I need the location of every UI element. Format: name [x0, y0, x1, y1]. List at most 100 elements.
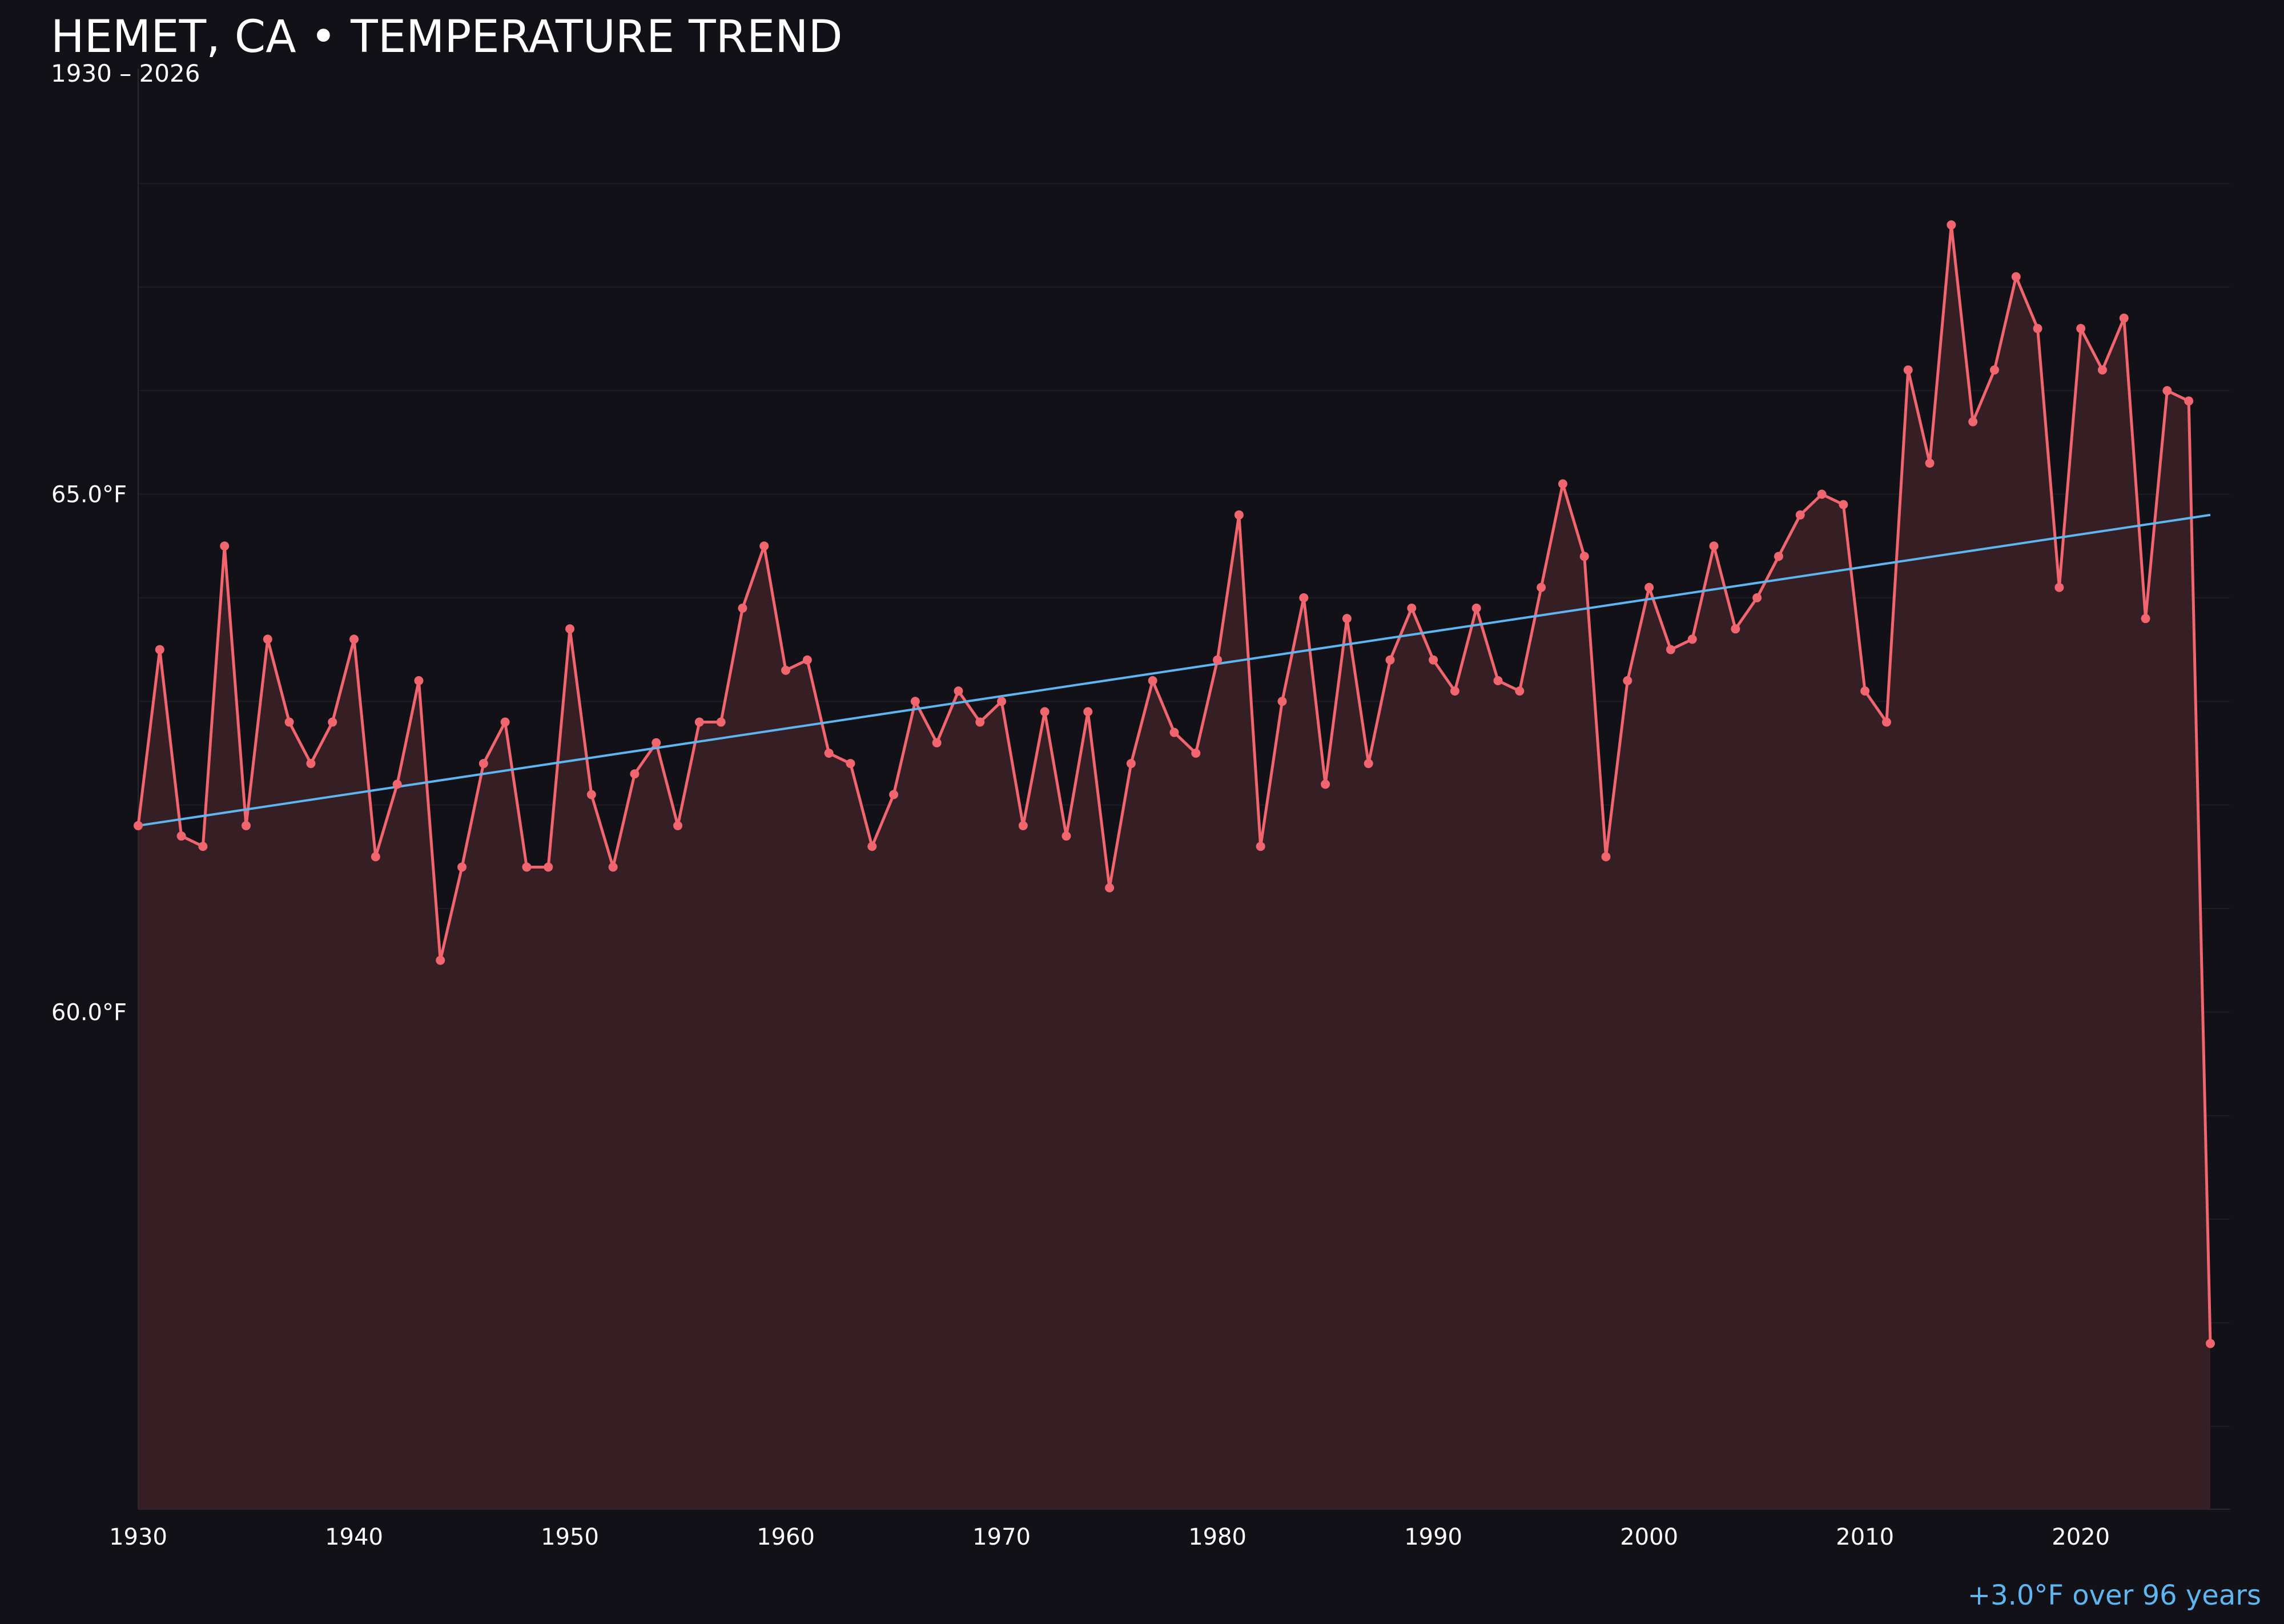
data-point-1999	[1623, 676, 1632, 685]
data-point-1957	[716, 717, 726, 727]
data-point-1986	[1342, 614, 1352, 624]
y-tick-label: 65.0°F	[51, 482, 127, 508]
data-point-1997	[1579, 552, 1589, 561]
data-point-1956	[694, 717, 704, 727]
data-point-1941	[371, 852, 380, 862]
data-point-2000	[1644, 582, 1654, 592]
data-point-1991	[1450, 686, 1459, 696]
data-point-1960	[781, 665, 791, 675]
data-point-1948	[522, 862, 532, 872]
data-point-2015	[1968, 417, 1978, 427]
data-point-1974	[1083, 707, 1093, 717]
data-point-1943	[414, 676, 424, 685]
data-point-2007	[1795, 510, 1805, 520]
data-point-1953	[630, 769, 640, 779]
data-point-2010	[1860, 686, 1870, 696]
data-point-2023	[2141, 614, 2150, 624]
x-tick-2010: 2010	[1836, 1524, 1894, 1550]
data-point-2022	[2119, 313, 2129, 323]
data-point-2001	[1666, 645, 1675, 654]
data-point-1984	[1299, 593, 1309, 602]
data-point-2005	[1752, 593, 1762, 602]
data-point-1955	[673, 821, 683, 830]
x-tick-labels: 1930 1940 1950 1960 1970 1980 1990 2000 2010 2020	[109, 1524, 2110, 1550]
data-point-2017	[2011, 272, 2021, 282]
data-point-1935	[242, 821, 251, 830]
data-point-1931	[155, 645, 164, 654]
data-point-1933	[198, 842, 208, 851]
data-point-1990	[1429, 655, 1438, 665]
data-point-1978	[1169, 727, 1179, 737]
data-point-1954	[652, 738, 661, 747]
data-point-1988	[1385, 655, 1395, 665]
data-point-1938	[306, 759, 316, 769]
data-point-1949	[544, 862, 553, 872]
chart-subtitle: 1930 – 2026	[51, 59, 200, 87]
trend-line	[138, 513, 2211, 827]
data-point-1952	[608, 862, 618, 872]
data-point-1985	[1321, 779, 1330, 789]
data-point-2012	[1903, 365, 1913, 375]
data-point-1965	[889, 790, 899, 799]
x-tick-1950: 1950	[541, 1524, 599, 1550]
data-point-1934	[220, 541, 230, 551]
data-point-1962	[824, 748, 834, 758]
data-point-1993	[1493, 676, 1503, 685]
x-tick-1980: 1980	[1188, 1524, 1246, 1550]
trend-summary: +3.0°F over 96 years	[1967, 1579, 2261, 1611]
data-point-2026	[2205, 1338, 2215, 1348]
data-point-2018	[2033, 324, 2042, 333]
data-points	[134, 220, 2215, 1348]
data-point-2024	[2162, 386, 2172, 396]
data-point-1981	[1234, 510, 1244, 520]
data-point-1967	[932, 738, 942, 747]
data-point-1983	[1277, 697, 1287, 706]
x-tick-1970: 1970	[972, 1524, 1031, 1550]
data-point-1975	[1105, 883, 1115, 893]
x-tick-1940: 1940	[325, 1524, 383, 1550]
data-point-1972	[1040, 707, 1049, 717]
data-point-1939	[328, 717, 337, 727]
data-point-2020	[2076, 324, 2086, 333]
data-point-1930	[134, 821, 143, 830]
data-point-2011	[1881, 717, 1891, 727]
data-point-2013	[1925, 459, 1935, 468]
data-point-1942	[392, 779, 402, 789]
data-point-2003	[1709, 541, 1719, 551]
data-point-2009	[1839, 500, 1848, 509]
data-point-1944	[436, 955, 445, 965]
data-point-1971	[1018, 821, 1028, 830]
data-point-2021	[2097, 365, 2107, 375]
data-point-1995	[1537, 582, 1546, 592]
data-point-1992	[1471, 604, 1481, 613]
data-point-1966	[910, 697, 920, 706]
data-point-1961	[802, 655, 812, 665]
chart-title: HEMET, CA • TEMPERATURE TREND	[51, 11, 843, 63]
data-point-1976	[1126, 759, 1136, 769]
data-point-1973	[1061, 831, 1071, 841]
data-point-1989	[1407, 604, 1417, 613]
x-tick-2000: 2000	[1620, 1524, 1678, 1550]
data-point-1964	[867, 842, 877, 851]
data-point-1979	[1191, 748, 1201, 758]
data-point-1963	[846, 759, 855, 769]
data-point-2014	[1947, 220, 1956, 230]
data-point-1940	[349, 634, 359, 644]
data-point-2006	[1774, 552, 1783, 561]
data-point-1977	[1148, 676, 1157, 685]
data-point-2025	[2184, 396, 2194, 406]
data-point-2008	[1817, 489, 1827, 499]
data-point-1959	[759, 541, 769, 551]
x-tick-2020: 2020	[2052, 1524, 2110, 1550]
data-point-1982	[1256, 842, 1265, 851]
data-point-1996	[1558, 479, 1567, 489]
data-point-1945	[457, 862, 467, 872]
data-point-1998	[1601, 852, 1611, 862]
x-tick-1930: 1930	[109, 1524, 167, 1550]
temperature-area-fill	[138, 224, 2210, 1510]
data-point-2019	[2054, 582, 2064, 592]
data-point-1947	[500, 717, 510, 727]
x-tick-1990: 1990	[1404, 1524, 1462, 1550]
y-tick-label: 60.0°F	[51, 999, 127, 1026]
data-point-2004	[1731, 624, 1740, 634]
